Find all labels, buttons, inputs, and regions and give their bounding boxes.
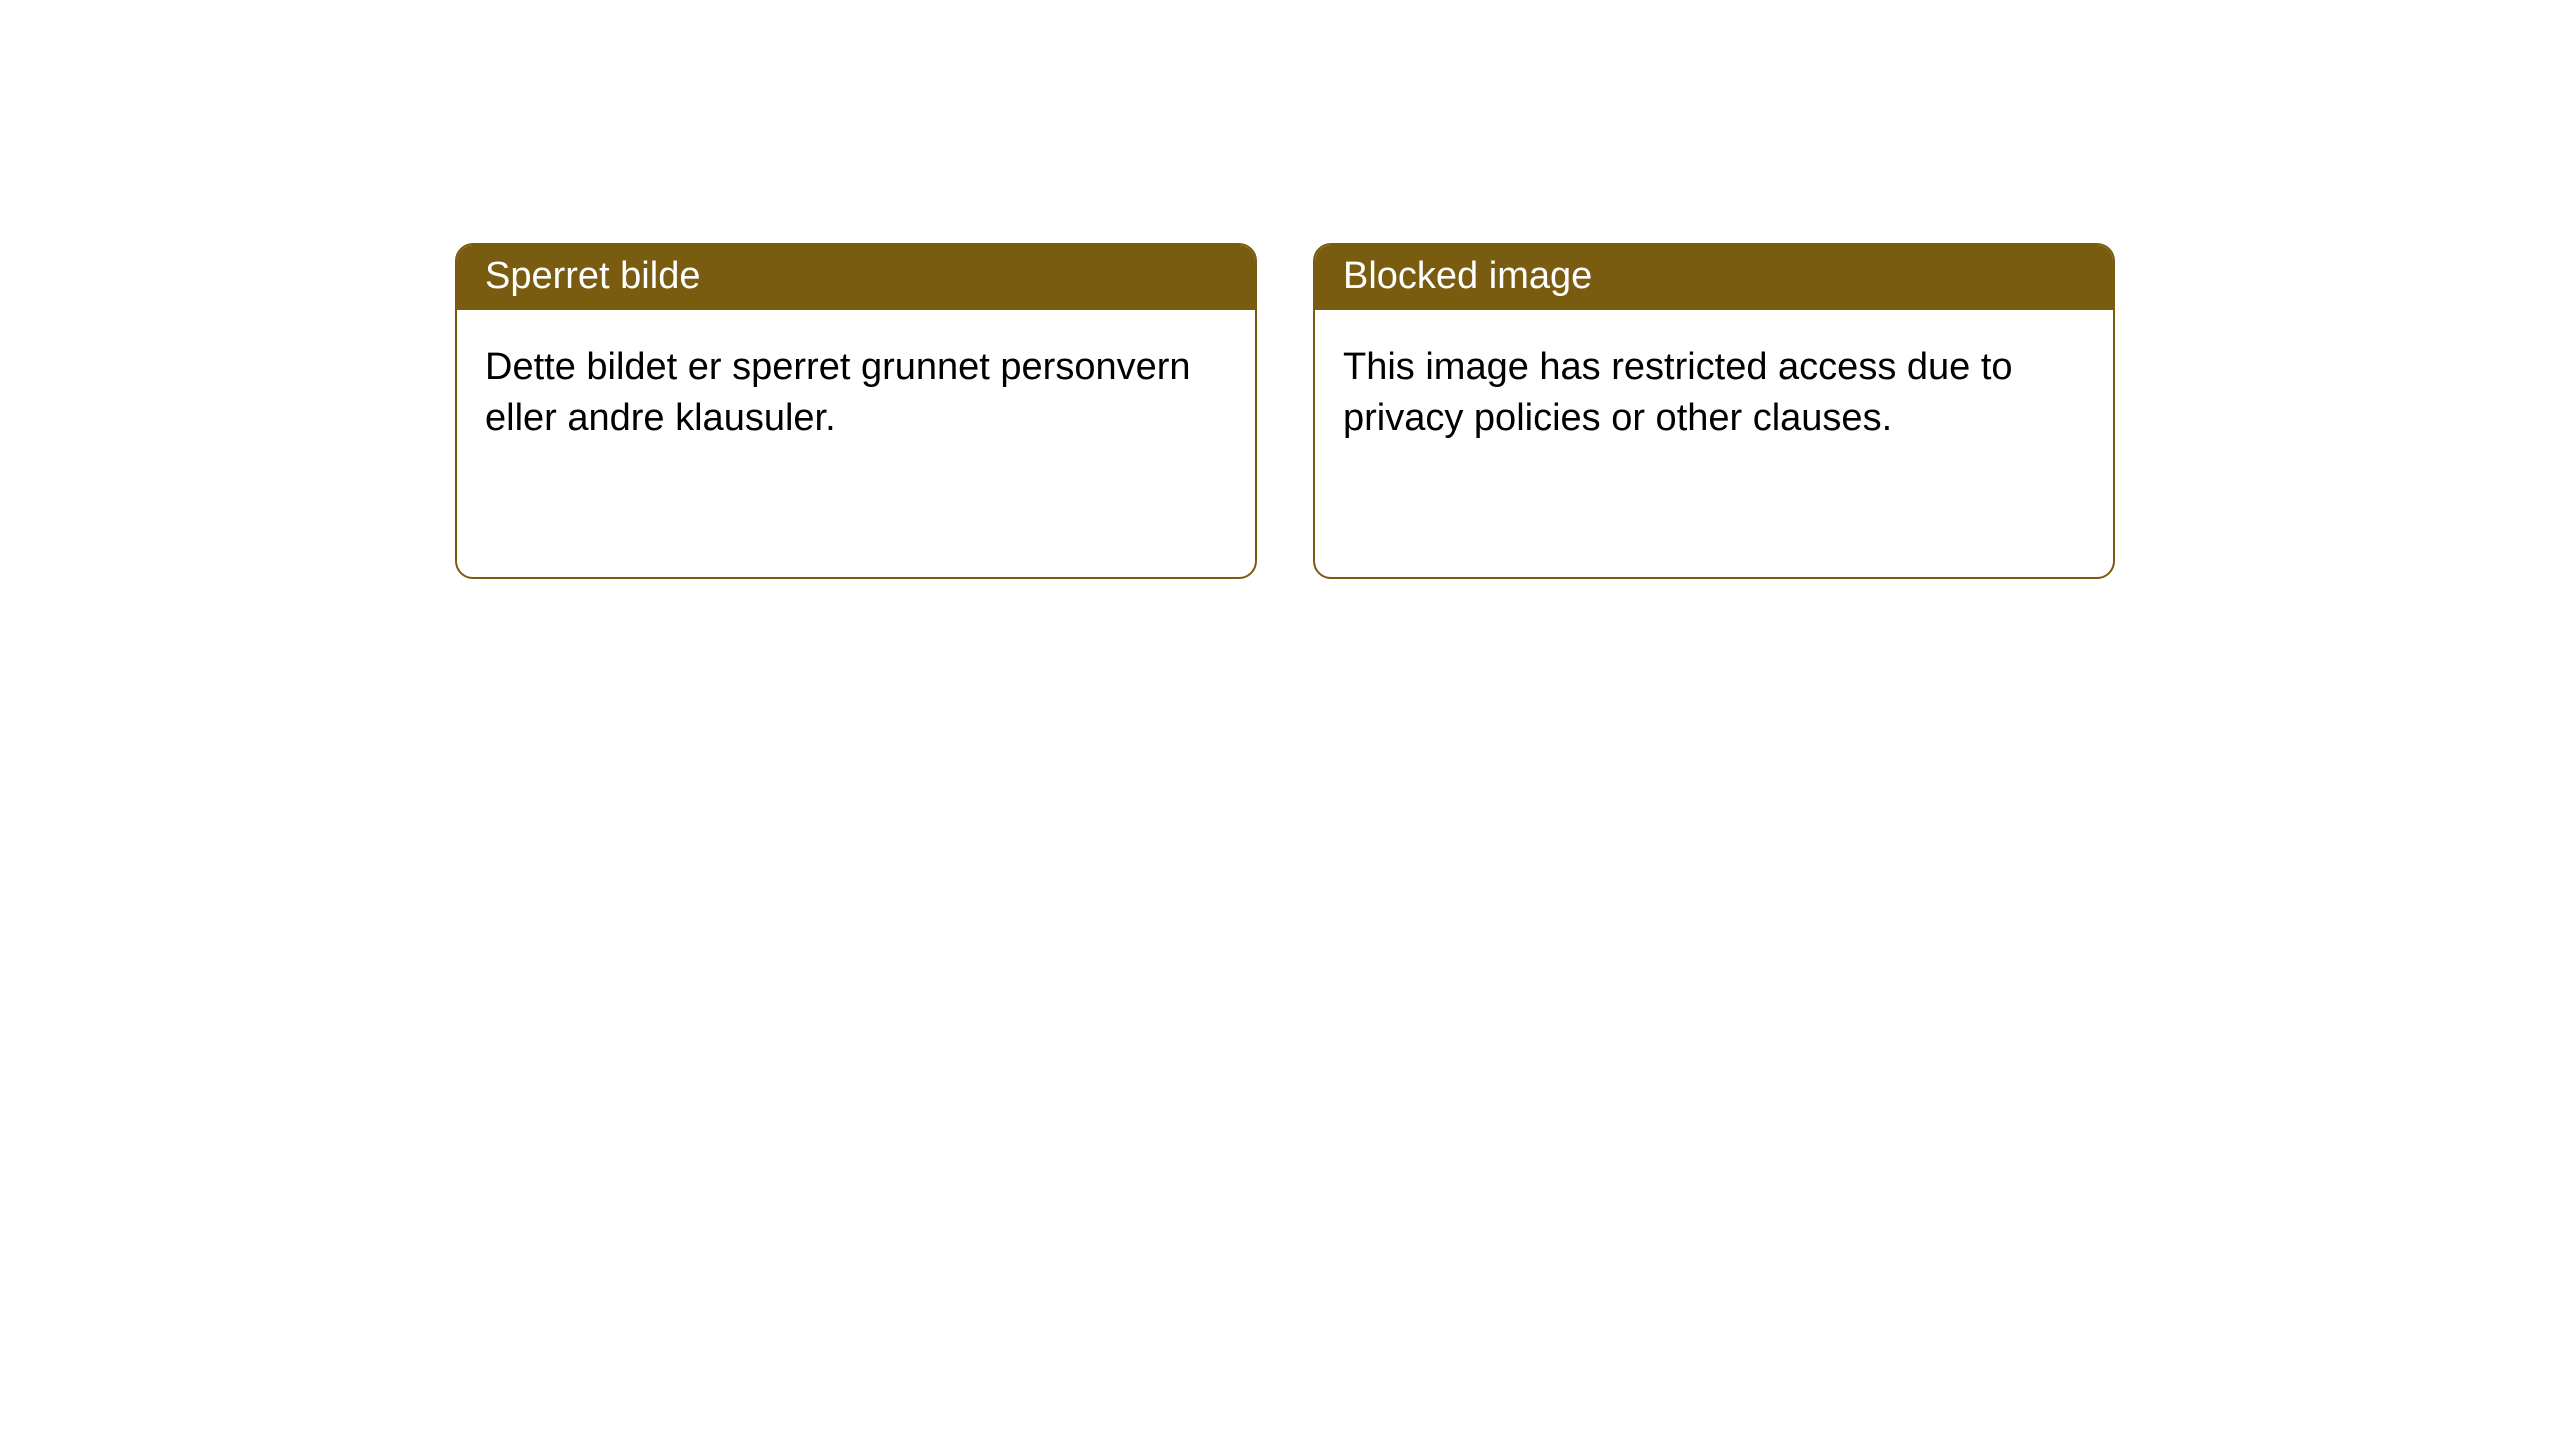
notice-body: Dette bildet er sperret grunnet personve… [457,310,1255,477]
notice-container: Sperret bilde Dette bildet er sperret gr… [0,0,2560,579]
notice-card-norwegian: Sperret bilde Dette bildet er sperret gr… [455,243,1257,579]
notice-header: Sperret bilde [457,245,1255,310]
notice-card-english: Blocked image This image has restricted … [1313,243,2115,579]
notice-header-text: Sperret bilde [485,255,700,297]
notice-body-text: Dette bildet er sperret grunnet personve… [485,346,1191,439]
notice-body-text: This image has restricted access due to … [1343,346,2013,439]
notice-header-text: Blocked image [1343,255,1592,297]
notice-header: Blocked image [1315,245,2113,310]
notice-body: This image has restricted access due to … [1315,310,2113,477]
